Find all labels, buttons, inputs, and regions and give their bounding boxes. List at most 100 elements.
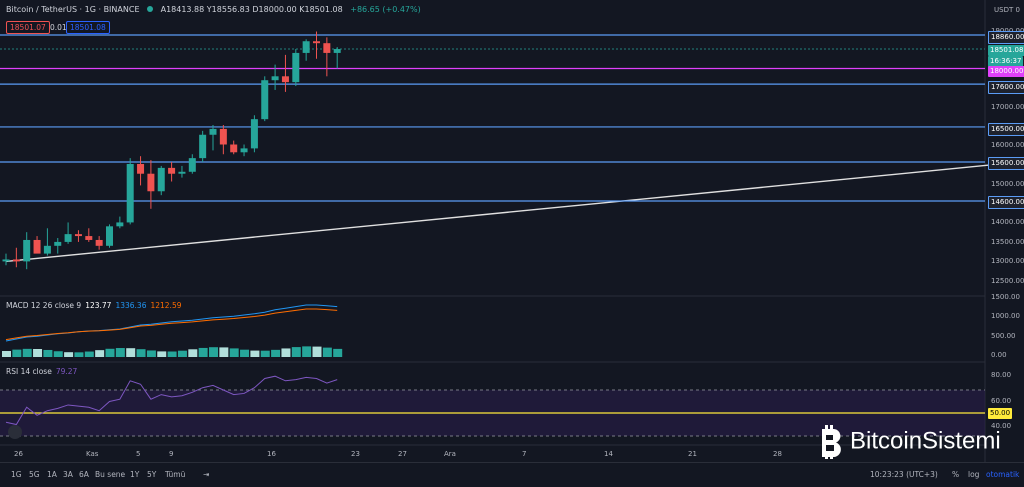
macd-histogram-bar [74, 352, 84, 357]
macd-histogram-bar [281, 348, 291, 357]
rsi-mid-tag: 50.00 [988, 408, 1013, 419]
rsi-label[interactable]: RSI 14 close 79.27 [6, 367, 78, 376]
candle-body [302, 41, 310, 53]
candle-body [74, 234, 82, 237]
tf-button[interactable]: 3A [63, 470, 73, 479]
candle-body [168, 167, 176, 174]
x-tick: 23 [351, 450, 360, 458]
tf-button[interactable]: 5Y [147, 470, 157, 479]
macd-histogram-bar [126, 348, 136, 357]
macd-histogram-bar [177, 350, 187, 357]
x-tick: 26 [14, 450, 23, 458]
macd-histogram-bar [250, 350, 260, 357]
x-tick: 28 [773, 450, 782, 458]
trendline-segment [5, 161, 1021, 263]
market-open-icon [147, 6, 154, 12]
y-tick: 16000.00 [991, 141, 1024, 149]
x-tick: 16 [267, 450, 276, 458]
bitcoin-logo-icon [822, 425, 841, 459]
candle-body [2, 259, 10, 262]
tf-button[interactable]: 1Y [130, 470, 140, 479]
candle-body [64, 234, 72, 242]
y-tick: 14000.00 [991, 218, 1024, 226]
last-price-tag: 18501.08 [988, 45, 1024, 56]
candle-body [54, 241, 62, 246]
x-tick: 7 [522, 450, 527, 458]
tf-button[interactable]: 1A [47, 470, 57, 479]
macd-histogram-bar [43, 349, 53, 357]
symbol-title[interactable]: Bitcoin / TetherUS · 1G · BINANCE [6, 5, 140, 14]
countdown-tag: 16:36:37 [988, 56, 1024, 67]
macd-histogram-bar [209, 347, 218, 357]
currency-label[interactable]: USDT 0 [994, 6, 1020, 14]
percent-toggle[interactable]: % [952, 470, 960, 479]
tf-button[interactable]: 6A [79, 470, 89, 479]
tf-button[interactable]: Bu sene [95, 470, 126, 479]
macd-label[interactable]: MACD 12 26 close 9 123.77 1336.36 1212.59 [6, 301, 182, 310]
clock[interactable]: 10:23:23 (UTC+3) [870, 470, 938, 479]
macd-histogram-bar [271, 349, 281, 357]
rsi-y-tick: 80.00 [991, 371, 1012, 379]
macd-histogram-bar [219, 347, 229, 357]
candle-body [147, 173, 155, 192]
candle-body [261, 80, 269, 120]
level-tag-17600: 17600.00 [988, 81, 1024, 94]
x-tick: 14 [604, 450, 613, 458]
goto-date-icon[interactable]: ⇥ [203, 470, 210, 479]
x-tick: Ara [444, 450, 456, 458]
rsi-line [5, 375, 338, 426]
auto-toggle[interactable]: otomatik [986, 470, 1020, 479]
macd-histogram-bar [53, 351, 63, 357]
candle-body [219, 128, 227, 145]
candle-body [157, 167, 165, 192]
x-tick: Kas [86, 450, 99, 458]
level-tag-14600: 14600.00 [988, 196, 1024, 209]
y-tick: 13500.00 [991, 238, 1024, 246]
macd-histogram-bar [167, 351, 177, 357]
ohlc-values: A18413.88 Y18556.83 D18000.00 K18501.08 [160, 5, 343, 14]
candle-body [95, 239, 103, 246]
rsi-y-tick: 40.00 [991, 422, 1012, 430]
grid [0, 0, 986, 462]
macd-y-tick: 1000.00 [991, 312, 1020, 320]
macd-histogram-bar [95, 350, 105, 357]
candle-body [313, 41, 320, 44]
x-tick: 9 [169, 450, 174, 458]
macd-y-tick: 1500.00 [991, 293, 1020, 301]
candle-body [271, 76, 279, 81]
candle-body [323, 43, 331, 53]
candle-body [85, 236, 93, 240]
candle-body [209, 128, 217, 135]
change-value: +86.65 (+0.47%) [350, 5, 421, 14]
macd-histogram-bar [33, 349, 43, 357]
candle-body [199, 134, 207, 159]
macd-histogram-bar [312, 346, 322, 357]
tf-button[interactable]: 1G [11, 470, 22, 479]
candle-body [126, 163, 134, 223]
macd-histogram-bar [188, 349, 198, 357]
macd-histogram-bar [333, 348, 343, 357]
candle-body [188, 158, 196, 172]
trendline [5, 161, 1021, 263]
watermark: BitcoinSistemi [816, 425, 1001, 459]
macd-histogram-bar [302, 346, 312, 357]
candle-body [178, 171, 186, 174]
chart-canvas[interactable] [0, 0, 1024, 462]
tf-button[interactable]: 5G [29, 470, 40, 479]
log-toggle[interactable]: log [968, 470, 980, 479]
level-tag-15600: 15600.00 [988, 157, 1024, 170]
macd-histogram-bar [12, 349, 22, 357]
candle-body [23, 239, 31, 262]
macd-histogram-bar [84, 351, 94, 357]
ask-price[interactable]: 18501.08 [66, 21, 110, 34]
cloud-icon[interactable] [8, 425, 22, 439]
x-tick: 27 [398, 450, 407, 458]
candle-body [137, 163, 145, 174]
spread-value: 0.01 [50, 23, 67, 32]
macd-histogram-bar [115, 348, 125, 357]
candle-body [230, 144, 238, 153]
candle-body [106, 226, 113, 246]
bid-price[interactable]: 18501.07 [6, 21, 50, 34]
tf-button[interactable]: Tümü [165, 470, 186, 479]
horizontal-levels [0, 34, 985, 202]
